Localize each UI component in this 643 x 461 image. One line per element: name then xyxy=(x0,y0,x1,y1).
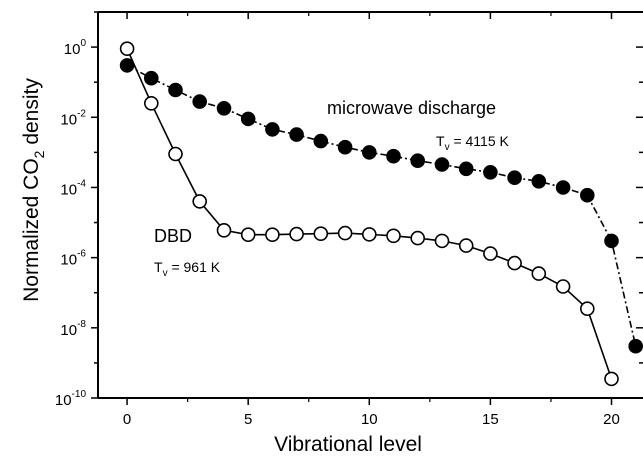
y-tick-label-base: 10 xyxy=(60,111,77,128)
y-axis-title: Normalized CO2 density xyxy=(20,78,47,302)
data-point-dbd xyxy=(240,227,256,242)
annotation-microwave-tv-symbol: T xyxy=(436,133,445,149)
axis-ticks xyxy=(91,11,643,405)
data-point-dbd xyxy=(531,266,547,281)
data-point-microwave xyxy=(531,174,547,189)
data-point-microwave xyxy=(168,82,183,98)
data-point-dbd xyxy=(604,371,619,387)
data-point-microwave xyxy=(434,157,450,172)
y-tick-label-base: 10 xyxy=(60,322,77,339)
y-tick-label: 10-10 xyxy=(55,389,87,409)
y-tick-label: 10-2 xyxy=(60,108,86,128)
data-point-microwave xyxy=(361,145,377,160)
data-point-dbd xyxy=(579,301,595,317)
data-point-microwave xyxy=(604,233,619,249)
y-tick-label-exponent: -2 xyxy=(77,108,86,119)
annotation-dbd-tv-subscript: v xyxy=(163,268,168,279)
annotation-microwave-tv: Tv = 4115 K xyxy=(436,133,510,153)
data-point-microwave xyxy=(240,111,256,127)
data-point-dbd xyxy=(507,255,522,271)
data-point-microwave xyxy=(410,153,426,168)
y-tick-label-exponent: 0 xyxy=(80,38,86,49)
data-point-dbd xyxy=(192,194,207,209)
data-point-microwave xyxy=(386,148,401,164)
y-tick-label-exponent: -6 xyxy=(77,249,86,260)
data-point-microwave xyxy=(289,127,304,142)
annotation-dbd-tv-value: = 961 K xyxy=(168,259,221,275)
x-tick-label: 20 xyxy=(603,411,620,428)
data-point-dbd xyxy=(265,227,280,242)
data-point-dbd xyxy=(555,279,571,294)
data-point-microwave xyxy=(192,94,207,109)
data-point-microwave xyxy=(337,139,353,155)
y-tick-label-exponent: -8 xyxy=(77,319,86,330)
y-tick-label: 100 xyxy=(64,38,87,58)
y-tick-label-exponent: -10 xyxy=(72,389,87,400)
y-tick-label-base: 10 xyxy=(60,252,77,269)
data-point-microwave xyxy=(579,187,595,203)
y-tick-label-base: 10 xyxy=(55,392,72,409)
data-point-dbd xyxy=(168,146,183,162)
data-point-dbd xyxy=(337,225,353,241)
y-axis-title-tail: density xyxy=(20,78,43,151)
y-tick-label-exponent: -4 xyxy=(77,178,86,189)
annotation-dbd-tv-symbol: T xyxy=(154,259,163,275)
data-point-microwave xyxy=(628,338,643,354)
x-tick-labels: 0 5 10 15 20 xyxy=(123,411,620,428)
x-tick-label: 5 xyxy=(244,411,252,428)
data-point-microwave xyxy=(507,170,522,185)
x-tick-label: 0 xyxy=(123,411,131,428)
y-tick-label: 10-6 xyxy=(60,249,86,269)
x-tick-label: 10 xyxy=(361,411,378,428)
data-point-dbd xyxy=(386,228,401,244)
data-point-dbd xyxy=(313,226,329,241)
data-point-dbd xyxy=(434,233,450,249)
y-axis-title-subscript: 2 xyxy=(31,150,47,158)
y-tick-label-base: 10 xyxy=(64,41,81,58)
data-point-dbd xyxy=(458,238,474,253)
annotation-microwave-tv-subscript: v xyxy=(445,142,450,153)
data-point-dbd xyxy=(289,226,304,242)
y-tick-label: 10-4 xyxy=(60,178,86,198)
data-point-dbd xyxy=(483,246,498,261)
axes-frame xyxy=(97,11,643,399)
data-point-microwave xyxy=(144,70,159,86)
data-point-dbd xyxy=(216,223,232,238)
x-tick-label: 15 xyxy=(482,411,499,428)
y-axis-title-main: Normalized CO xyxy=(20,158,43,302)
data-point-dbd xyxy=(361,227,377,242)
data-point-microwave xyxy=(555,180,571,195)
y-tick-label-base: 10 xyxy=(60,181,77,198)
data-point-microwave xyxy=(458,161,474,177)
annotation-microwave-tv-value: = 4115 K xyxy=(450,133,510,149)
data-point-microwave xyxy=(119,58,135,73)
x-axis-title: Vibrational level xyxy=(274,433,422,456)
data-point-microwave xyxy=(313,133,329,149)
annotation-dbd-label: DBD xyxy=(154,226,192,246)
data-point-dbd xyxy=(119,41,135,57)
data-point-dbd xyxy=(410,230,426,246)
series-line-microwave xyxy=(126,64,637,347)
data-point-microwave xyxy=(265,122,280,137)
y-tick-label: 10-8 xyxy=(60,319,86,339)
series-points xyxy=(119,41,643,387)
data-point-dbd xyxy=(144,96,159,111)
annotation-dbd-tv: Tv = 961 K xyxy=(154,259,221,279)
annotation-microwave-label: microwave discharge xyxy=(327,98,496,118)
data-point-microwave xyxy=(216,101,232,116)
data-point-microwave xyxy=(483,165,498,180)
